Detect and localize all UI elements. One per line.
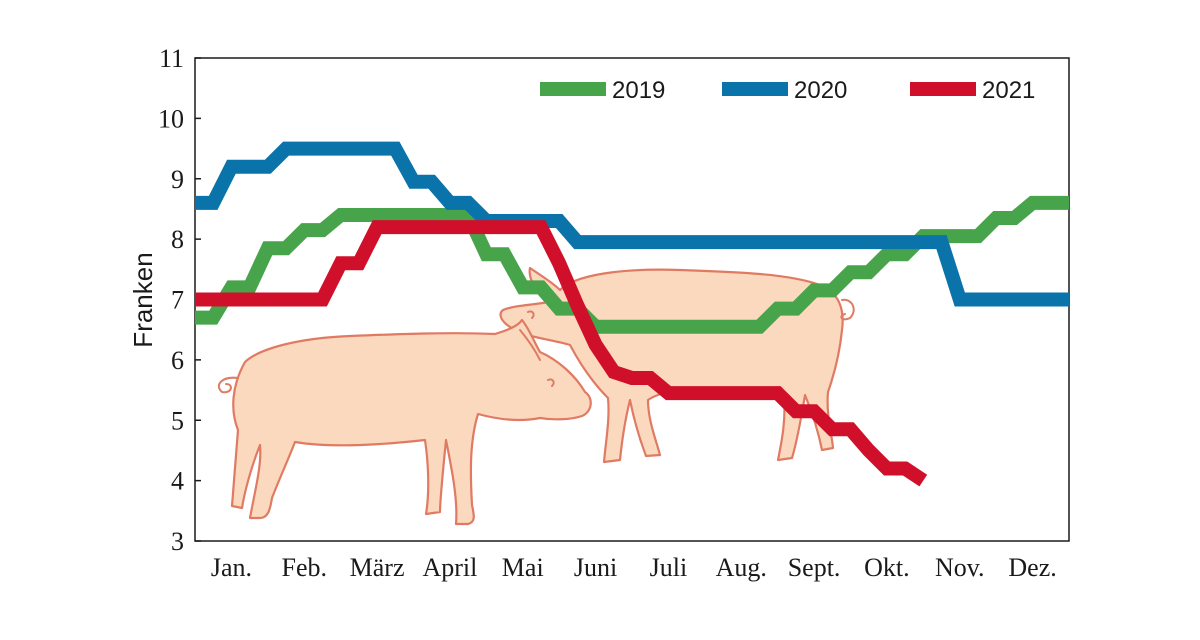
x-tick-label: Aug.	[716, 553, 767, 582]
x-tick-label: Jan.	[211, 553, 252, 582]
legend-label-2019: 2019	[612, 77, 665, 104]
legend-label-2021: 2021	[982, 77, 1035, 104]
y-tick-label: 6	[171, 346, 184, 375]
pig-left	[217, 318, 592, 526]
series-line-2020	[195, 141, 1069, 307]
x-tick-label: Juli	[650, 553, 688, 582]
series-layer	[195, 141, 1069, 487]
legend-label-2020: 2020	[794, 77, 847, 104]
x-tick-label: Dez.	[1008, 553, 1056, 582]
y-tick-label: 10	[158, 104, 184, 133]
x-tick-label: April	[422, 553, 477, 582]
y-tick-label: 11	[159, 44, 184, 73]
y-tick-label: 8	[171, 225, 184, 254]
y-tick-label: 5	[171, 406, 184, 435]
y-tick-label: 9	[171, 165, 184, 194]
y-axis-label: Franken	[128, 252, 158, 347]
series-line-2021	[195, 220, 928, 487]
x-axis-ticks: Jan. Feb. März April Mai Juni Juli Aug. Sept. Okt…	[211, 553, 1057, 582]
x-tick-label: Sept.	[788, 553, 841, 582]
x-tick-label: März	[350, 553, 405, 582]
legend: 2019 2020 2021	[540, 77, 1035, 104]
x-tick-label: Feb.	[282, 553, 328, 582]
x-tick-label: Nov.	[935, 553, 985, 582]
y-tick-label: 7	[171, 286, 184, 315]
y-axis-ticks: 3 4 5 6 7 8 9 10 11	[158, 44, 201, 556]
x-tick-label: Juni	[574, 553, 617, 582]
x-tick-label: Okt.	[864, 553, 910, 582]
y-tick-label: 3	[171, 527, 184, 556]
x-tick-label: Mai	[502, 553, 544, 582]
y-tick-label: 4	[171, 467, 184, 496]
